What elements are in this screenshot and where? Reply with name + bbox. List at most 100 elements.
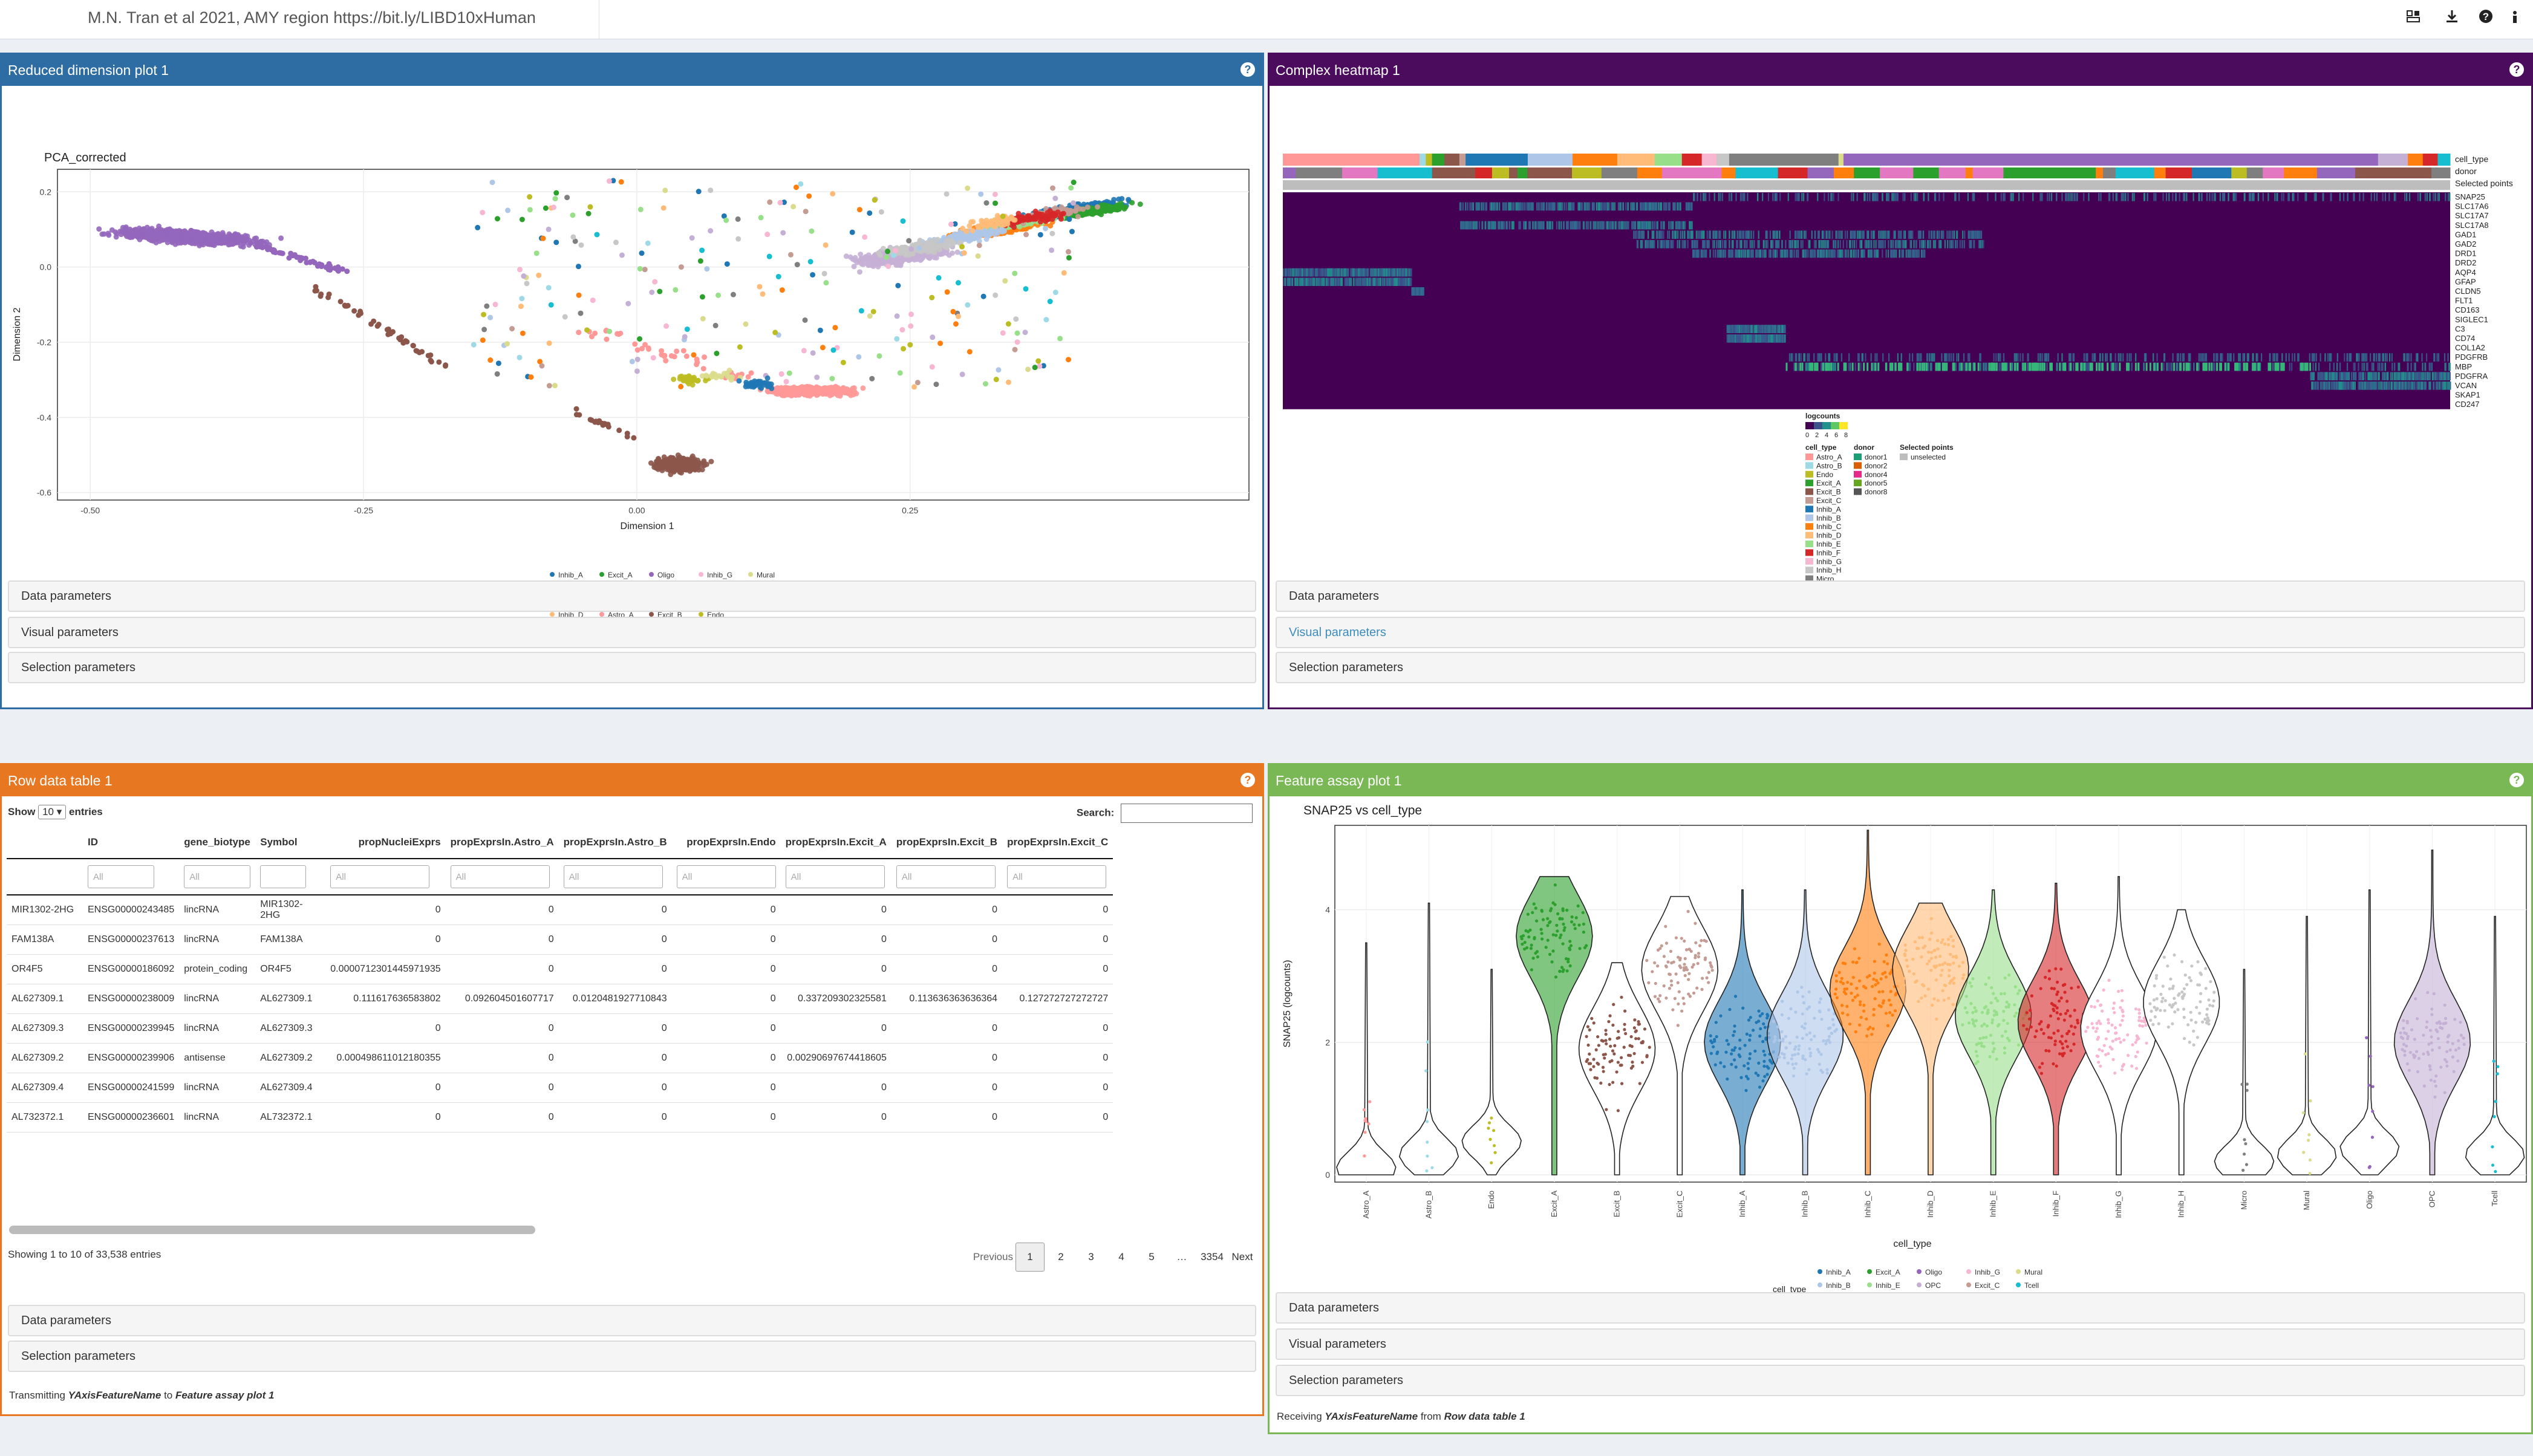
heatmap-cell: [1495, 202, 1496, 211]
heatmap-cell: [1831, 193, 1833, 201]
heatmap-cell: [1739, 193, 1742, 201]
heatmap-cell: [1938, 193, 1940, 201]
pca-scatter-plot[interactable]: PCA_corrected -0.50 -0.25 0.00 0.250.20.0-0…: [2, 91, 1262, 623]
heatmap-cell: [1677, 202, 1678, 211]
pca-point: [552, 383, 558, 389]
heatmap-cell: [2183, 193, 2185, 201]
pca-point: [914, 380, 921, 386]
pca-point: [1051, 211, 1057, 217]
heatmap-cell: [1643, 202, 1646, 211]
pca-point: [680, 348, 686, 354]
help-icon[interactable]: ?: [2509, 62, 2524, 77]
pca-point: [1065, 249, 1071, 255]
pca-point: [553, 239, 559, 245]
heatmap-cell: [1720, 193, 1721, 201]
info-icon[interactable]: [2504, 8, 2526, 30]
pca-point: [936, 275, 942, 281]
heatmap-cell: [2121, 193, 2124, 201]
pca-point: [829, 375, 835, 382]
heatmap-cell: [1630, 202, 1632, 211]
pca-point: [807, 259, 813, 265]
heatmap-celltype-annotation: [1459, 154, 1466, 166]
pca-point: [637, 336, 643, 342]
pca-point: [944, 191, 950, 197]
pca-point: [961, 250, 967, 256]
pca-point: [292, 252, 298, 258]
download-icon[interactable]: [2441, 8, 2463, 30]
pca-point: [822, 386, 828, 392]
heatmap-cell: [1552, 202, 1554, 211]
heatmap-cell: [2232, 193, 2234, 201]
pca-point: [793, 184, 799, 190]
heatmap-cell: [1704, 193, 1706, 201]
pca-point: [1075, 213, 1081, 219]
panel-organization-icon[interactable]: [2402, 8, 2424, 30]
pca-point: [851, 264, 857, 270]
pca-point: [518, 304, 524, 310]
heatmap-cell: [1891, 193, 1893, 201]
pca-point: [678, 383, 684, 389]
pca-point: [847, 254, 853, 260]
pca-point: [696, 189, 702, 195]
heatmap-cell: [1467, 202, 1469, 211]
heatmap-cell: [1679, 202, 1681, 211]
help-icon[interactable]: ?: [1240, 62, 1255, 77]
heatmap-cell: [1904, 193, 1906, 201]
heatmap-cell: [1917, 193, 1918, 201]
pca-point: [872, 197, 878, 203]
heatmap-cell: [1475, 202, 1477, 211]
pca-point: [810, 350, 816, 356]
pca-point: [1047, 299, 1053, 305]
pca-point: [820, 345, 826, 351]
data-parameters-toggle[interactable]: Data parameters: [8, 580, 1256, 612]
pca-point: [699, 247, 705, 253]
heatmap-cell: [1687, 202, 1689, 211]
heatmap-cell: [1674, 202, 1676, 211]
pca-point: [871, 258, 877, 264]
heatmap-cell: [2406, 193, 2408, 201]
pca-point: [337, 299, 344, 305]
heatmap-celltype-annotation: [1654, 154, 1683, 166]
heatmap-cell: [1559, 202, 1560, 211]
pca-point: [540, 235, 546, 241]
pca-point: [893, 247, 899, 253]
pca-point: [1005, 218, 1011, 224]
pca-point: [519, 296, 525, 302]
pca-point: [716, 292, 722, 298]
pca-point: [616, 427, 622, 434]
pca-point: [982, 381, 988, 387]
pca-point: [160, 232, 166, 238]
pca-point: [576, 412, 582, 418]
heatmap-cell: [2359, 193, 2361, 201]
pca-point: [721, 213, 727, 219]
heatmap-cell: [1523, 202, 1525, 211]
pca-point: [624, 434, 630, 440]
heatmap-cell: [1721, 193, 1723, 201]
pca-point: [1040, 363, 1046, 369]
pca-point: [594, 232, 600, 238]
pca-point: [760, 291, 766, 297]
pca-point: [505, 207, 511, 213]
pca-point: [208, 234, 214, 240]
pca-point: [905, 250, 911, 256]
pca-point: [255, 241, 261, 247]
pca-point: [952, 221, 958, 227]
pca-point: [948, 242, 954, 248]
pca-point: [663, 323, 670, 329]
selection-parameters-toggle[interactable]: Selection parameters: [8, 652, 1256, 683]
visual-parameters-toggle[interactable]: Visual parameters: [8, 617, 1256, 648]
pca-legend-label: Oligo: [657, 571, 674, 579]
question-icon[interactable]: ?: [2475, 8, 2497, 30]
heatmap-header: Complex heatmap 1 ?: [1270, 54, 2531, 86]
pca-point: [428, 359, 434, 365]
pca-point: [236, 239, 243, 245]
pca-point: [645, 240, 651, 246]
pca-point: [930, 334, 936, 340]
pca-point: [536, 272, 542, 278]
heatmap-cell: [1471, 202, 1473, 211]
pca-point: [994, 213, 1000, 219]
pca-point: [993, 292, 999, 298]
pca-point: [509, 326, 515, 332]
heatmap-cell: [1943, 193, 1945, 201]
